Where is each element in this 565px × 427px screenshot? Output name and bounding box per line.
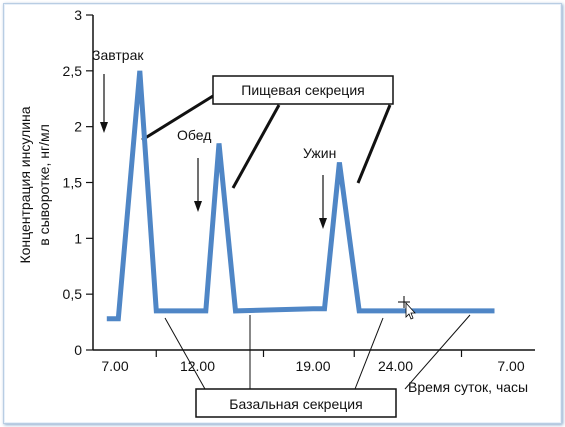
- y-tick-label: 0,5: [63, 286, 83, 302]
- y-tick-label: 2,5: [63, 63, 83, 79]
- y-axis-title-line2: в сыворотке, нг/мл: [36, 124, 52, 246]
- dinner-label: Ужин: [303, 145, 336, 161]
- y-tick-label: 1,5: [63, 175, 83, 191]
- x-tick-label: 7.00: [101, 358, 128, 374]
- meal-secretion-box: Пищевая секреция: [212, 75, 394, 105]
- y-tick-label: 0: [74, 342, 82, 358]
- basal-secretion-box: Базальная секреция: [195, 388, 397, 418]
- y-ticks: 0 0,5 1 1,5 2 2,5 3: [63, 7, 93, 358]
- breakfast-label: Завтрак: [92, 47, 144, 63]
- callout-line-dinner: [356, 104, 392, 184]
- y-tick-label: 1: [74, 230, 82, 246]
- callout-line-lunch: [231, 104, 281, 189]
- insulin-series-line: [106, 70, 495, 322]
- y-tick-label: 2: [74, 119, 82, 135]
- x-tick-label: 12.00: [180, 358, 215, 374]
- meal-callout-lines: [141, 94, 392, 189]
- x-axis-title: Время суток, часы: [408, 379, 528, 395]
- x-ticks: 7.00 12.00 19.00 24.00 7.00: [101, 350, 525, 374]
- meal-annotations: Завтрак Обед Ужин: [92, 47, 336, 229]
- x-tick-label: 24.00: [378, 358, 413, 374]
- lunch-arrow: [194, 158, 202, 212]
- meal-secretion-label: Пищевая секреция: [241, 82, 364, 98]
- basal-line-1: [164, 317, 206, 390]
- breakfast-arrow: [100, 74, 108, 133]
- y-axis-title-line1: Концентрация инсулина: [17, 106, 33, 263]
- y-tick-label: 3: [74, 7, 82, 23]
- basal-callout-lines: [164, 314, 471, 390]
- mouse-cursor-icon: [398, 296, 416, 320]
- lunch-label: Обед: [177, 127, 211, 143]
- series-layer: [106, 70, 495, 322]
- basal-line-3: [354, 317, 384, 390]
- chart-frame: [3, 3, 562, 424]
- basal-secretion-box-frame: [195, 388, 397, 418]
- dinner-arrow: [319, 175, 327, 229]
- meal-secretion-box-frame: [212, 75, 394, 105]
- x-tick-label: 7.00: [497, 358, 524, 374]
- axes: [92, 15, 535, 351]
- basal-secretion-label: Базальная секреция: [229, 396, 362, 412]
- x-tick-label: 19.00: [295, 358, 330, 374]
- basal-line-4: [404, 314, 471, 390]
- callout-line-breakfast: [141, 94, 214, 142]
